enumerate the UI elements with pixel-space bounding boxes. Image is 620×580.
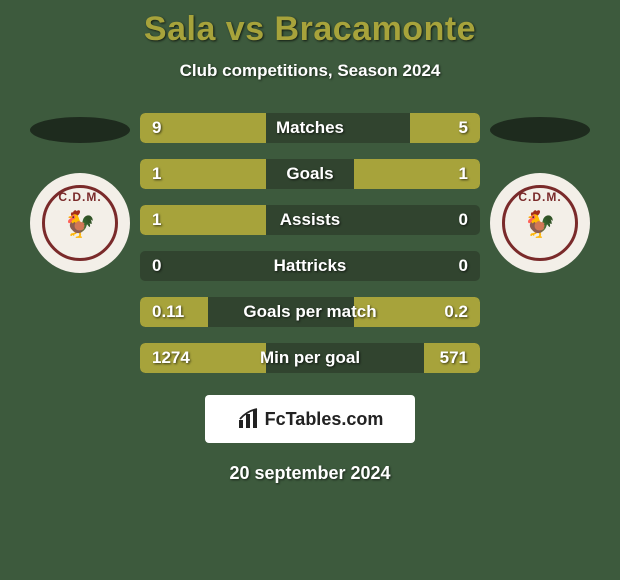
- date-label: 20 september 2024: [229, 463, 390, 484]
- stat-row: 0.11 Goals per match 0.2: [140, 297, 480, 327]
- stat-row: 1 Goals 1: [140, 159, 480, 189]
- stat-right-value: 0: [459, 256, 468, 276]
- stat-right-fill: [410, 113, 480, 143]
- left-player-col: C.D.M. 🐓: [20, 113, 140, 273]
- team-crest-right: C.D.M. 🐓: [490, 173, 590, 273]
- stat-right-value: 571: [440, 348, 468, 368]
- comparison-bars: 9 Matches 5 1 Goals 1 1 Assists 0 0 Hattricks 0 0.11…: [140, 113, 480, 373]
- stat-row: 0 Hattricks 0: [140, 251, 480, 281]
- stat-label: Matches: [276, 118, 344, 138]
- stat-label: Hattricks: [274, 256, 347, 276]
- page-root: Sala vs Bracamonte Club competitions, Se…: [0, 0, 620, 580]
- crest-label-left: C.D.M.: [58, 190, 101, 204]
- stat-label: Assists: [280, 210, 340, 230]
- stat-left-value: 1274: [152, 348, 190, 368]
- brand-pill[interactable]: FcTables.com: [205, 395, 415, 443]
- stat-right-value: 5: [459, 118, 468, 138]
- page-title: Sala vs Bracamonte: [144, 10, 476, 49]
- player-shadow-right: [490, 117, 590, 143]
- stat-left-value: 1: [152, 164, 161, 184]
- stat-row: 9 Matches 5: [140, 113, 480, 143]
- stat-left-value: 0: [152, 256, 161, 276]
- subtitle: Club competitions, Season 2024: [180, 61, 441, 81]
- team-crest-left: C.D.M. 🐓: [30, 173, 130, 273]
- stat-label: Goals per match: [243, 302, 376, 322]
- stat-left-value: 0.11: [152, 302, 184, 322]
- rooster-icon: 🐓: [64, 211, 96, 237]
- stat-label: Goals: [286, 164, 333, 184]
- stat-left-value: 1: [152, 210, 161, 230]
- stat-right-value: 1: [459, 164, 468, 184]
- crest-label-right: C.D.M.: [518, 190, 561, 204]
- stat-right-value: 0: [459, 210, 468, 230]
- main-row: C.D.M. 🐓 9 Matches 5 1 Goals 1 1 Assists 0 0 Hattr…: [0, 113, 620, 373]
- stat-left-value: 9: [152, 118, 161, 138]
- stats-icon: [237, 408, 261, 430]
- stat-label: Min per goal: [260, 348, 360, 368]
- player-shadow-left: [30, 117, 130, 143]
- rooster-icon: 🐓: [524, 211, 556, 237]
- stat-row: 1274 Min per goal 571: [140, 343, 480, 373]
- brand-text: FcTables.com: [265, 409, 384, 430]
- right-player-col: C.D.M. 🐓: [480, 113, 600, 273]
- stat-row: 1 Assists 0: [140, 205, 480, 235]
- stat-right-value: 0.2: [444, 302, 468, 322]
